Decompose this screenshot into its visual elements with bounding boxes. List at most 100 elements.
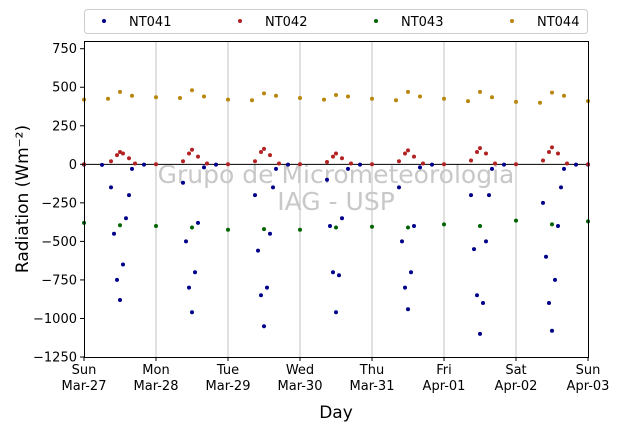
data-point-nt041 xyxy=(259,293,263,298)
data-point-nt042 xyxy=(493,161,497,166)
data-point-nt041 xyxy=(190,310,194,315)
data-point-nt042 xyxy=(334,151,338,156)
x-tick-label-date: Mar-29 xyxy=(206,379,251,394)
data-point-nt042 xyxy=(421,161,425,166)
data-point-nt043 xyxy=(370,224,374,229)
data-point-nt041 xyxy=(271,185,275,190)
data-point-nt042 xyxy=(298,162,302,167)
data-point-nt043 xyxy=(226,227,230,232)
data-point-nt042 xyxy=(349,161,353,166)
legend: NT041 NT042 NT043 NT044 xyxy=(84,9,588,34)
legend-marker-nt042 xyxy=(238,19,242,23)
data-point-nt044 xyxy=(514,99,518,104)
data-point-nt041 xyxy=(214,162,218,167)
data-point-nt041 xyxy=(403,285,407,290)
data-point-nt042 xyxy=(127,156,131,161)
x-tick-label-day: Mon xyxy=(142,363,169,378)
x-tick-label-day: Tue xyxy=(216,363,239,378)
data-point-nt044 xyxy=(538,100,542,105)
data-point-nt041 xyxy=(124,216,128,221)
data-point-nt042 xyxy=(340,156,344,161)
data-point-nt042 xyxy=(268,153,272,158)
data-point-nt041 xyxy=(127,193,131,198)
data-point-nt041 xyxy=(562,166,566,171)
data-point-nt044 xyxy=(178,96,182,100)
data-point-nt041 xyxy=(544,254,548,259)
data-point-nt042 xyxy=(259,150,263,154)
x-tick-label-day: Wed xyxy=(286,363,314,378)
watermark-line-2: IAG - USP xyxy=(277,187,395,216)
data-point-nt044 xyxy=(106,96,110,101)
data-point-nt041 xyxy=(346,166,350,171)
data-point-nt041 xyxy=(115,277,119,282)
data-point-nt041 xyxy=(334,310,338,315)
data-point-nt042 xyxy=(253,159,257,164)
data-point-nt041 xyxy=(256,248,260,253)
data-point-nt041 xyxy=(328,224,332,228)
x-tick-label-date: Apr-03 xyxy=(567,379,610,394)
data-point-nt041 xyxy=(406,307,410,312)
data-point-nt041 xyxy=(412,224,416,228)
data-point-nt041 xyxy=(130,166,134,171)
data-point-nt043 xyxy=(154,224,158,228)
data-point-nt041 xyxy=(121,262,125,267)
data-point-nt041 xyxy=(286,162,290,167)
data-point-nt044 xyxy=(334,93,338,97)
data-point-nt044 xyxy=(130,93,134,98)
data-point-nt044 xyxy=(190,88,194,93)
y-tick-label: −500 xyxy=(41,235,77,250)
legend-label-nt043: NT043 xyxy=(401,15,443,30)
data-point-nt042 xyxy=(325,160,329,164)
data-point-nt044 xyxy=(262,91,266,96)
data-point-nt041 xyxy=(556,224,560,228)
data-point-nt043 xyxy=(550,222,554,227)
x-tick-label-day: Fri xyxy=(436,363,452,378)
legend-label-nt042: NT042 xyxy=(265,15,307,30)
data-point-nt041 xyxy=(481,301,485,305)
data-point-nt041 xyxy=(181,180,185,185)
data-point-nt041 xyxy=(574,162,578,167)
y-tick-label: −1000 xyxy=(33,312,77,327)
data-point-nt044 xyxy=(562,93,566,98)
data-point-nt041 xyxy=(472,247,476,252)
data-point-nt042 xyxy=(547,150,551,154)
y-tick-label: 0 xyxy=(69,158,77,173)
data-point-nt042 xyxy=(226,162,230,167)
data-point-nt041 xyxy=(142,162,146,167)
data-point-nt042 xyxy=(397,159,401,164)
watermark: Grupo de Micrometeorologia IAG - USP xyxy=(158,160,515,216)
y-tick-label: −1250 xyxy=(33,351,77,366)
y-axis-label: Radiation (Wm⁻²) xyxy=(13,125,33,273)
data-point-nt044 xyxy=(346,94,350,99)
data-point-nt041 xyxy=(397,185,401,190)
x-tick-label-date: Mar-30 xyxy=(278,379,323,394)
legend-label-nt041: NT041 xyxy=(129,15,171,30)
legend-label-nt044: NT044 xyxy=(537,15,579,30)
series-nt044 xyxy=(82,88,590,105)
data-point-nt042 xyxy=(115,153,119,158)
data-point-nt041 xyxy=(184,239,188,244)
data-point-nt044 xyxy=(442,96,446,101)
data-point-nt043 xyxy=(298,227,302,232)
data-point-nt044 xyxy=(418,94,422,99)
data-point-nt041 xyxy=(337,273,341,278)
y-tick-label: 250 xyxy=(52,119,77,134)
data-point-nt041 xyxy=(262,324,266,329)
series-layer xyxy=(82,88,590,336)
data-point-nt042 xyxy=(478,146,482,151)
data-point-nt044 xyxy=(226,97,230,102)
data-point-nt041 xyxy=(400,239,404,244)
data-point-nt042 xyxy=(475,150,479,154)
data-point-nt041 xyxy=(118,298,122,302)
data-point-nt042 xyxy=(205,161,209,166)
data-point-nt042 xyxy=(277,161,281,166)
data-point-nt042 xyxy=(403,151,407,156)
data-point-nt042 xyxy=(331,154,335,159)
data-point-nt044 xyxy=(274,93,278,98)
data-point-nt042 xyxy=(469,158,473,163)
data-point-nt041 xyxy=(550,328,554,333)
data-point-nt041 xyxy=(547,301,551,305)
data-point-nt042 xyxy=(187,151,191,156)
x-tick-label-day: Sun xyxy=(576,363,601,378)
